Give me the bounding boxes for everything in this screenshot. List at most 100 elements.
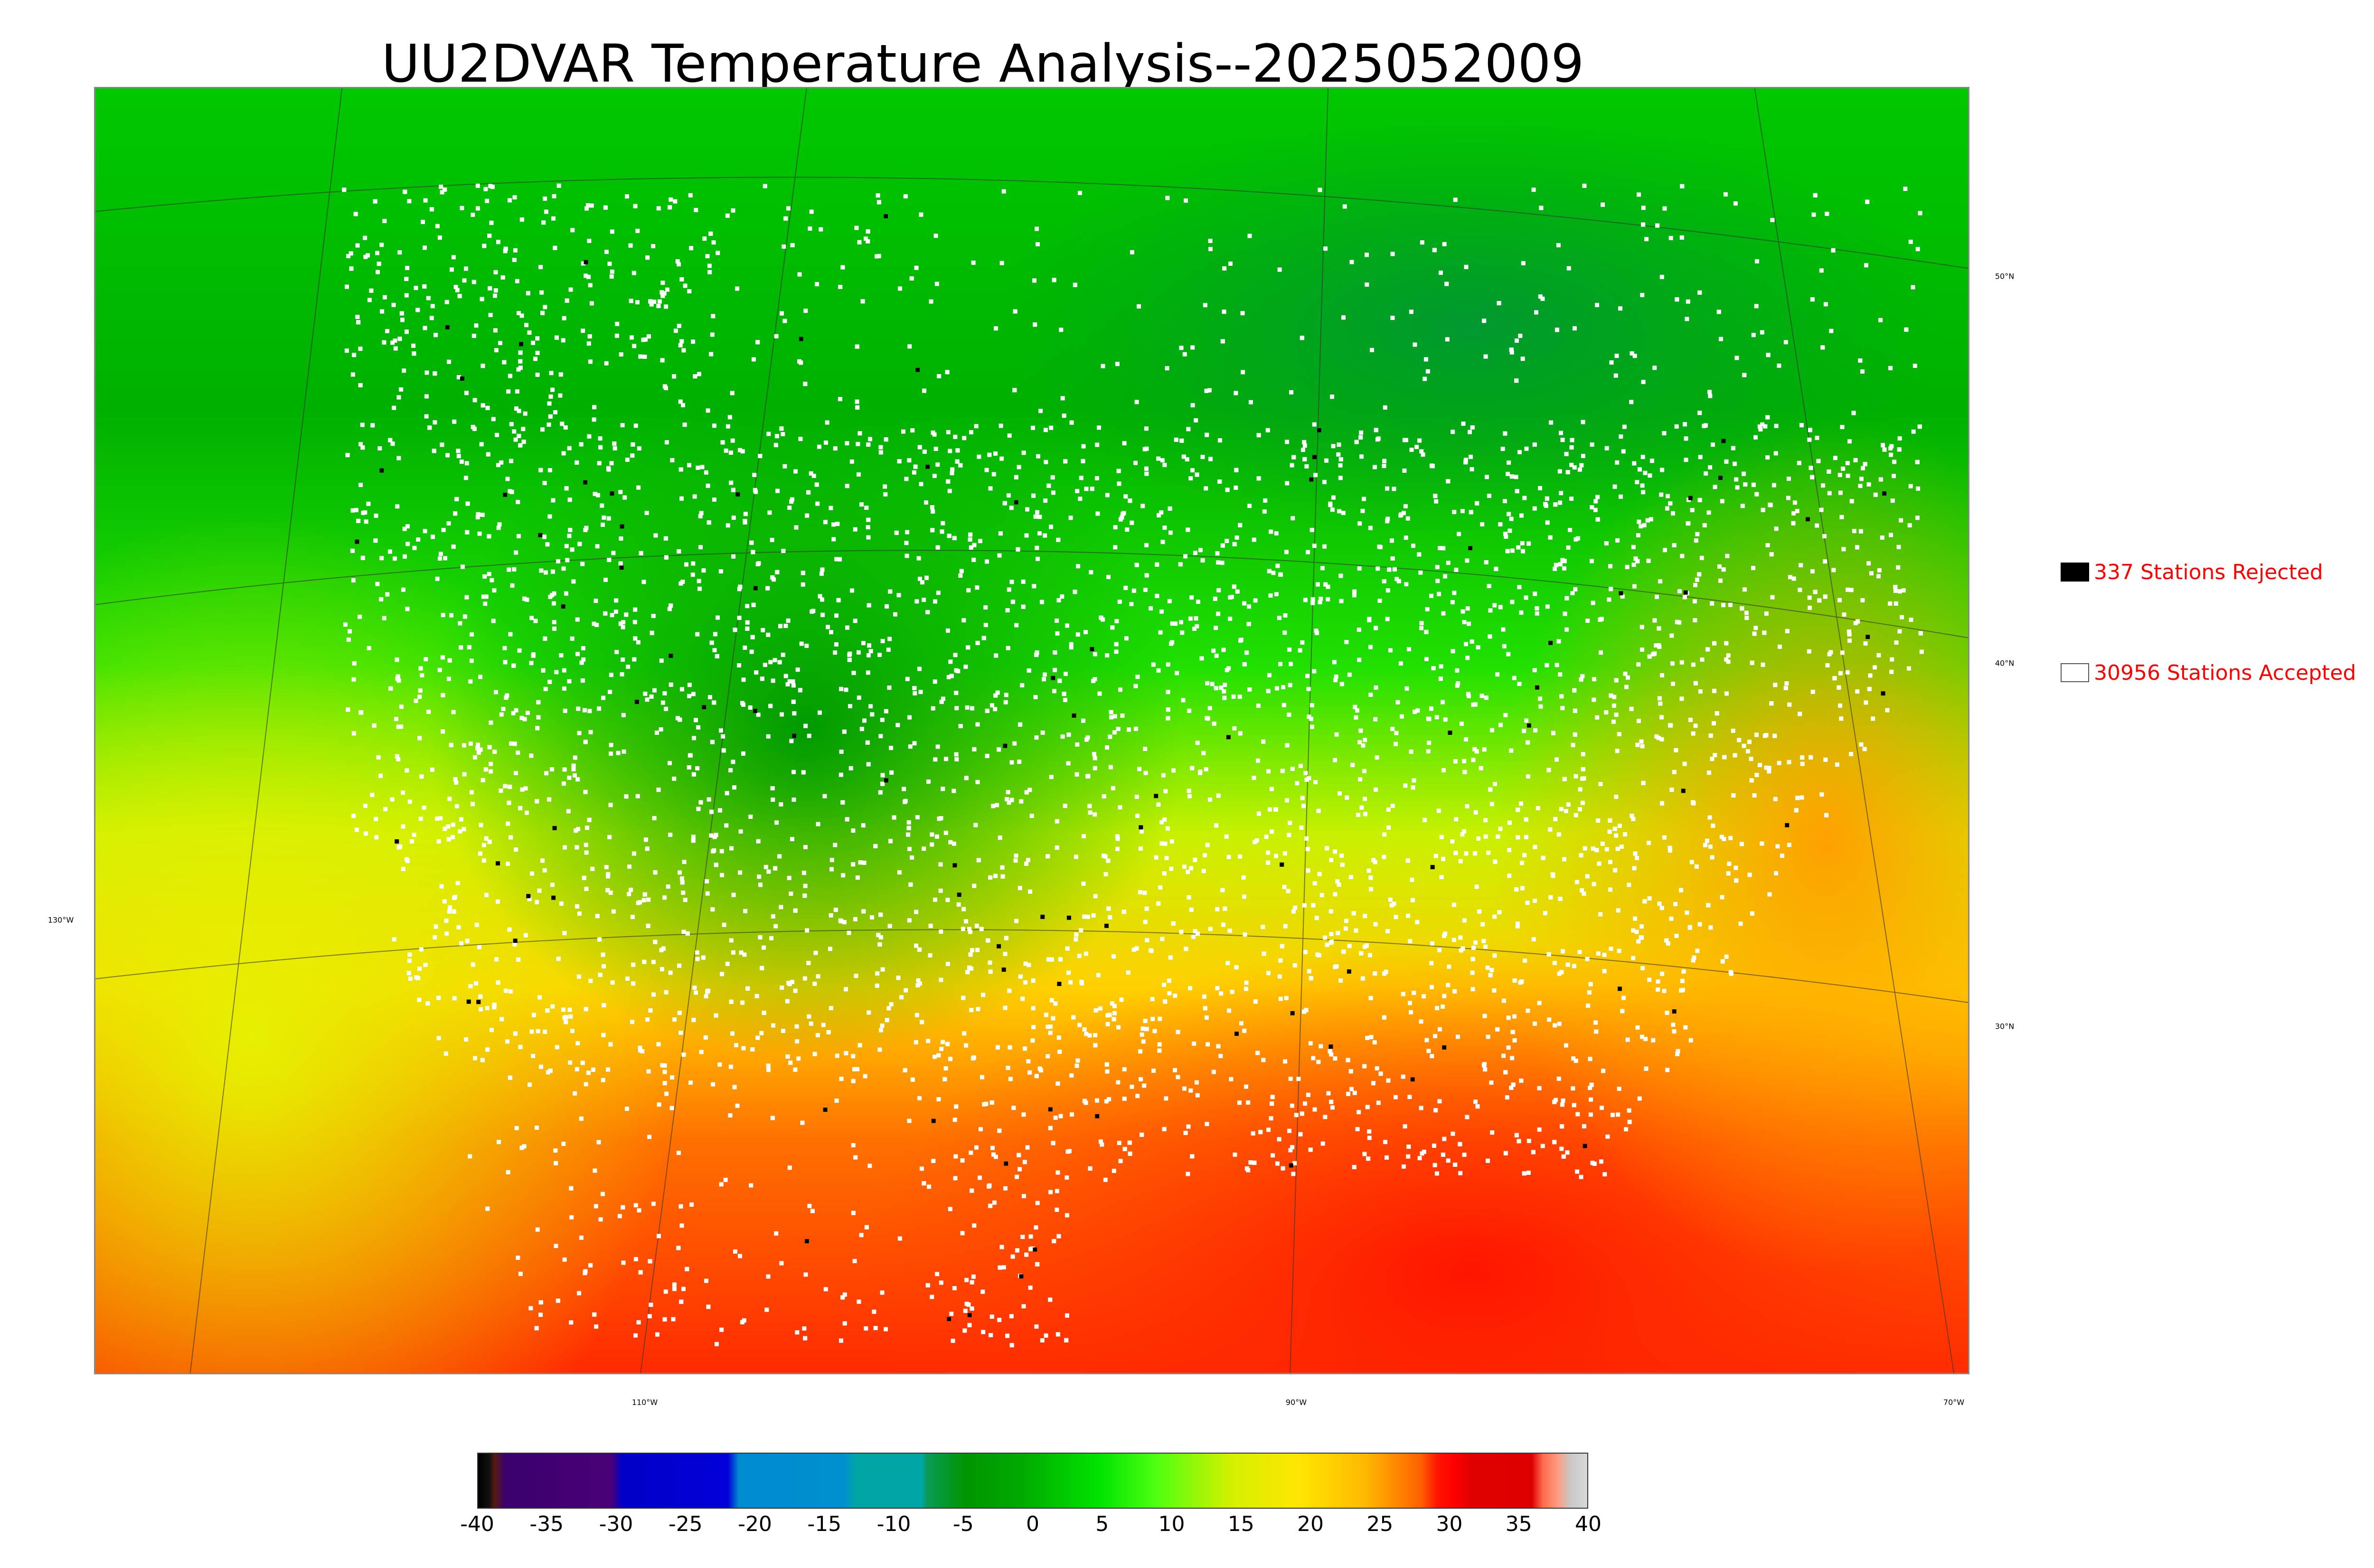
station-accepted-marker xyxy=(1557,469,1562,474)
station-accepted-marker xyxy=(789,739,794,743)
station-accepted-marker xyxy=(407,958,412,963)
station-accepted-marker xyxy=(763,184,767,188)
station-accepted-marker xyxy=(611,909,616,914)
station-accepted-marker xyxy=(554,1161,558,1165)
station-accepted-marker xyxy=(1306,686,1311,691)
station-accepted-marker xyxy=(1229,1077,1234,1081)
station-accepted-marker xyxy=(1323,582,1328,587)
station-accepted-marker xyxy=(1890,657,1894,662)
station-accepted-marker xyxy=(1121,910,1126,914)
station-accepted-marker xyxy=(864,1326,868,1331)
station-accepted-marker xyxy=(1443,574,1448,579)
station-accepted-marker xyxy=(392,556,397,561)
station-accepted-marker xyxy=(833,908,838,912)
station-accepted-marker xyxy=(788,1061,793,1065)
station-accepted-marker xyxy=(1646,558,1651,563)
station-accepted-marker xyxy=(812,981,817,986)
station-accepted-marker xyxy=(1034,1324,1039,1329)
station-accepted-marker xyxy=(1248,400,1253,404)
station-accepted-marker xyxy=(1639,924,1644,929)
station-accepted-marker xyxy=(577,911,582,916)
station-accepted-marker xyxy=(731,760,735,764)
station-accepted-marker xyxy=(880,717,885,722)
station-accepted-marker xyxy=(1323,246,1328,251)
station-accepted-marker xyxy=(779,1261,784,1266)
station-accepted-marker xyxy=(1316,808,1321,813)
station-accepted-marker xyxy=(452,909,456,914)
station-accepted-marker xyxy=(535,336,540,341)
station-accepted-marker xyxy=(562,686,566,691)
station-accepted-marker xyxy=(1093,894,1098,899)
station-accepted-marker xyxy=(928,923,933,928)
station-accepted-marker xyxy=(823,1287,828,1292)
station-accepted-marker xyxy=(931,706,935,711)
station-accepted-marker xyxy=(1537,1127,1542,1132)
station-accepted-marker xyxy=(1246,1100,1251,1105)
station-accepted-marker xyxy=(1094,476,1099,480)
station-accepted-marker xyxy=(1222,695,1227,700)
station-accepted-marker xyxy=(598,1217,603,1222)
station-accepted-marker xyxy=(400,318,405,322)
station-accepted-marker xyxy=(1579,853,1583,858)
station-accepted-marker xyxy=(1122,1096,1127,1101)
station-accepted-marker xyxy=(1470,639,1474,644)
station-accepted-marker xyxy=(1614,678,1619,683)
station-accepted-marker xyxy=(443,556,448,561)
station-accepted-marker xyxy=(1363,797,1367,801)
station-accepted-marker xyxy=(1537,1086,1542,1090)
station-accepted-marker xyxy=(1662,206,1667,211)
station-accepted-marker xyxy=(1093,652,1097,657)
station-accepted-marker xyxy=(662,691,667,695)
station-accepted-marker xyxy=(1744,616,1749,620)
station-accepted-marker xyxy=(1026,858,1030,863)
station-accepted-marker xyxy=(1451,430,1455,434)
station-accepted-marker xyxy=(1813,590,1818,594)
station-accepted-marker xyxy=(1640,744,1645,749)
station-accepted-marker xyxy=(587,434,592,439)
station-accepted-marker xyxy=(1252,1160,1257,1165)
station-accepted-marker xyxy=(780,712,784,717)
station-accepted-marker xyxy=(812,1052,817,1056)
station-accepted-marker xyxy=(1754,773,1759,777)
station-accepted-marker xyxy=(878,935,883,940)
station-accepted-marker xyxy=(826,625,830,629)
station-accepted-marker xyxy=(584,850,589,855)
station-accepted-marker xyxy=(1534,310,1538,315)
station-accepted-marker xyxy=(1064,1338,1069,1343)
station-accepted-marker xyxy=(403,554,407,559)
station-accepted-marker xyxy=(1673,901,1678,906)
station-accepted-marker xyxy=(1919,649,1924,654)
station-accepted-marker xyxy=(862,860,867,865)
station-accepted-marker xyxy=(780,311,784,316)
station-accepted-marker xyxy=(1516,545,1521,550)
station-accepted-marker xyxy=(1254,838,1259,843)
station-accepted-marker xyxy=(773,443,778,448)
station-accepted-marker xyxy=(807,733,811,738)
station-accepted-marker xyxy=(1362,1152,1367,1156)
station-accepted-marker xyxy=(707,520,711,525)
station-accepted-marker xyxy=(1168,955,1173,960)
station-accepted-marker xyxy=(1559,807,1564,811)
station-accepted-marker xyxy=(1853,458,1858,462)
station-accepted-marker xyxy=(1237,1100,1242,1105)
station-accepted-marker xyxy=(1234,391,1238,395)
station-accepted-marker xyxy=(1203,303,1207,308)
station-accepted-marker xyxy=(390,797,395,802)
station-accepted-marker xyxy=(1152,1029,1157,1033)
station-accepted-marker xyxy=(1082,1027,1087,1032)
station-accepted-marker xyxy=(755,340,760,345)
station-accepted-marker xyxy=(1631,563,1636,567)
station-accepted-marker xyxy=(451,822,455,827)
station-accepted-marker xyxy=(633,1333,638,1338)
station-accepted-marker xyxy=(1852,529,1856,534)
station-accepted-marker xyxy=(1476,645,1480,649)
station-accepted-marker xyxy=(681,348,686,353)
station-accepted-marker xyxy=(669,197,673,202)
station-accepted-marker xyxy=(505,477,510,481)
station-accepted-marker xyxy=(976,1007,980,1012)
station-accepted-marker xyxy=(678,399,683,404)
station-accepted-marker xyxy=(743,512,748,516)
station-accepted-marker xyxy=(1656,979,1660,984)
station-accepted-marker xyxy=(570,547,575,552)
station-accepted-marker xyxy=(1751,482,1756,487)
